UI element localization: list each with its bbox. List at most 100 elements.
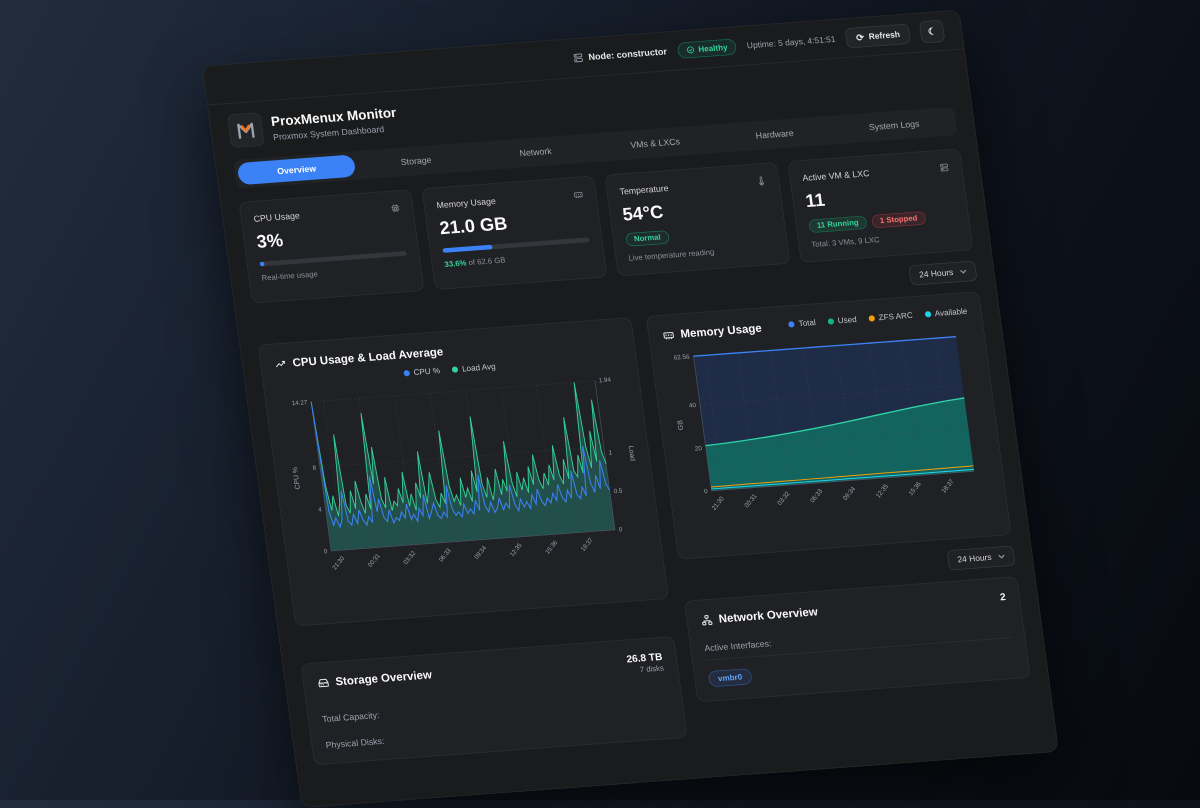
memory-usage-card: Memory Usage 21.0 GB 33.6% of 62.6 GB xyxy=(421,175,608,290)
moon-icon: ☾ xyxy=(927,25,938,37)
cpu-progress-fill xyxy=(259,261,265,267)
tilted-scene: Node: constructor Healthy Uptime: 5 days… xyxy=(202,9,1059,808)
svg-text:1.94: 1.94 xyxy=(598,377,611,385)
network-interface-count: 2 xyxy=(999,591,1007,603)
stats-row: CPU Usage 3% Real-time usage Memory Usag… xyxy=(238,148,974,304)
svg-text:CPU %: CPU % xyxy=(292,467,302,490)
storage-total-value: 26.8 TB xyxy=(625,651,664,666)
svg-text:12:35: 12:35 xyxy=(875,483,891,500)
active-vm-card: Active VM & LXC 11 11 Running 1 Stopped … xyxy=(787,148,974,263)
tab-vms-lxcs[interactable]: VMs & LXCs xyxy=(629,136,681,151)
vm-stack-icon xyxy=(939,162,950,173)
memory-caption: 33.6% of 62.6 GB xyxy=(444,256,507,269)
memory-chart-title: Memory Usage xyxy=(679,321,763,341)
svg-text:GB: GB xyxy=(677,420,685,431)
svg-text:09:34: 09:34 xyxy=(842,485,858,502)
tab-network[interactable]: Network xyxy=(518,145,553,159)
memory-card-title: Memory Usage xyxy=(435,195,497,211)
svg-text:0: 0 xyxy=(323,548,328,555)
cpu-progress xyxy=(259,250,407,267)
chevron-down-icon xyxy=(960,269,967,274)
proxmenux-logo xyxy=(226,112,265,149)
svg-text:03:32: 03:32 xyxy=(776,490,792,507)
memory-chart-card: Memory Usage Total Used ZFS ARC Available 2… xyxy=(645,291,1012,560)
svg-text:0: 0 xyxy=(618,526,623,533)
svg-text:00:31: 00:31 xyxy=(743,493,759,510)
legend-item: Load Avg xyxy=(451,362,496,375)
thermometer-icon xyxy=(756,176,767,187)
legend-item: Used xyxy=(827,315,857,326)
memory-chart: 21:30 00:31 03:32 06:33 09:34 12:35 15:36 18:37… xyxy=(673,336,975,512)
memory-progress-fill xyxy=(442,244,493,253)
svg-text:09:34: 09:34 xyxy=(473,544,488,561)
svg-text:Load: Load xyxy=(627,446,636,462)
svg-text:21:30: 21:30 xyxy=(710,495,726,512)
legend-item: ZFS ARC xyxy=(868,310,913,323)
refresh-icon: ⟳ xyxy=(855,31,865,43)
svg-text:0.5: 0.5 xyxy=(613,487,623,495)
hard-drive-icon xyxy=(317,677,331,690)
memory-icon xyxy=(573,189,584,200)
cpu-load-chart: 21:30 00:31 03:32 06:33 09:34 12:35 15:36 18:37… xyxy=(291,377,636,572)
svg-text:18:37: 18:37 xyxy=(940,478,956,495)
cpu-usage-card: CPU Usage 3% Real-time usage xyxy=(238,189,425,304)
tab-storage[interactable]: Storage xyxy=(400,154,433,168)
check-circle-icon xyxy=(686,45,695,54)
vm-card-title: Active VM & LXC xyxy=(801,168,871,184)
legend-item: Total xyxy=(788,318,816,329)
memory-progress xyxy=(442,237,590,253)
topbar: Node: constructor Healthy Uptime: 5 days… xyxy=(202,10,964,106)
svg-text:4: 4 xyxy=(318,506,323,513)
temperature-card: Temperature 54°C Normal Live temperature… xyxy=(604,162,791,277)
svg-text:20: 20 xyxy=(694,445,702,452)
time-range-select[interactable]: 24 Hours xyxy=(908,260,978,286)
svg-text:62.56: 62.56 xyxy=(673,353,690,361)
vm-caption: Total: 3 VMs, 9 LXC xyxy=(810,236,881,250)
server-icon xyxy=(572,53,583,64)
cpu-icon xyxy=(390,203,401,214)
storage-overview-card: Storage Overview 26.8 TB 7 disks Total C… xyxy=(300,636,688,766)
interface-pill-vmbr0: vmbr0 xyxy=(707,668,753,688)
tab-system-logs[interactable]: System Logs xyxy=(868,118,920,133)
svg-text:14.27: 14.27 xyxy=(291,399,308,407)
theme-toggle-button[interactable]: ☾ xyxy=(919,19,946,44)
svg-text:15:36: 15:36 xyxy=(907,480,923,497)
legend-item: Available xyxy=(924,306,968,319)
chevron-down-icon xyxy=(998,554,1005,559)
refresh-button[interactable]: ⟳ Refresh xyxy=(844,23,912,49)
network-active-interfaces-label: Active Interfaces: xyxy=(703,638,772,654)
svg-text:21:30: 21:30 xyxy=(331,555,346,572)
cpu-card-title: CPU Usage xyxy=(252,210,301,224)
tab-hardware[interactable]: Hardware xyxy=(755,127,795,141)
temperature-value: 54°C xyxy=(621,201,665,225)
cpu-value: 3% xyxy=(255,229,285,252)
network-overview-card: Network Overview 2 Active Interfaces: vm… xyxy=(683,576,1031,703)
node-label: Node: constructor xyxy=(587,46,668,63)
health-badge: Healthy xyxy=(676,38,738,59)
dashboard-panel: Node: constructor Healthy Uptime: 5 days… xyxy=(202,9,1059,808)
svg-text:06:33: 06:33 xyxy=(809,488,825,505)
node-indicator: Node: constructor xyxy=(572,46,668,64)
tab-overview[interactable]: Overview xyxy=(236,154,357,186)
svg-text:03:32: 03:32 xyxy=(402,549,417,566)
svg-text:06:33: 06:33 xyxy=(438,547,453,564)
temperature-card-title: Temperature xyxy=(618,183,670,197)
svg-text:1: 1 xyxy=(608,449,613,456)
svg-text:40: 40 xyxy=(689,402,697,409)
cpu-caption: Real-time usage xyxy=(261,270,319,283)
vm-count-value: 11 xyxy=(804,189,827,212)
memory-chart-icon xyxy=(662,329,676,342)
right-column: Memory Usage Total Used ZFS ARC Available 2… xyxy=(645,291,1031,703)
network-icon xyxy=(700,614,714,627)
svg-text:8: 8 xyxy=(312,465,317,472)
cpu-load-chart-card: CPU Usage & Load Average CPU % Load Avg 2… xyxy=(257,317,669,627)
vm-stopped-badge: 1 Stopped xyxy=(871,211,927,229)
legend-item: CPU % xyxy=(403,366,441,378)
svg-text:00:31: 00:31 xyxy=(367,552,382,569)
memory-chart-legend: Total Used ZFS ARC Available xyxy=(788,306,968,329)
storage-disk-count: 7 disks xyxy=(639,664,665,675)
memory-time-range-select[interactable]: 24 Hours xyxy=(946,545,1016,571)
memory-value: 21.0 GB xyxy=(438,213,509,239)
svg-text:12:35: 12:35 xyxy=(509,542,524,559)
temperature-status-badge: Normal xyxy=(625,230,670,247)
